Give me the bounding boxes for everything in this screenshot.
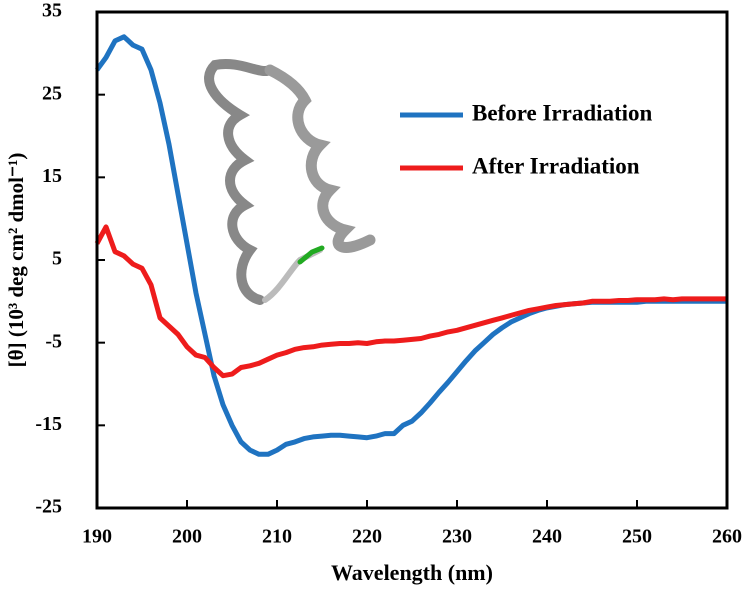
x-tick-label: 190 bbox=[82, 526, 112, 548]
helix bbox=[264, 64, 376, 253]
x-tick-label: 250 bbox=[622, 526, 652, 548]
y-tick-label: 5 bbox=[52, 248, 62, 270]
y-tick-label: -5 bbox=[45, 330, 62, 352]
x-tick-label: 200 bbox=[172, 526, 202, 548]
data-line bbox=[94, 224, 727, 379]
disulfide bbox=[297, 245, 325, 265]
y-tick-label: 35 bbox=[42, 0, 62, 22]
loop bbox=[262, 247, 323, 303]
helix bbox=[204, 58, 275, 305]
x-tick-label: 230 bbox=[442, 526, 472, 548]
plot-frame bbox=[95, 10, 729, 510]
x-tick-label: 240 bbox=[532, 526, 562, 548]
y-tick-label: -25 bbox=[35, 496, 62, 518]
protein-inset bbox=[204, 58, 376, 305]
y-axis-label: [θ] (10³ deg cm² dmol⁻¹) bbox=[4, 153, 28, 368]
y-tick-label: 25 bbox=[42, 82, 62, 104]
y-tick-label: -15 bbox=[35, 413, 62, 435]
x-axis-label: Wavelength (nm) bbox=[331, 560, 493, 585]
legend-label: After Irradiation bbox=[472, 153, 640, 178]
x-tick-label: 260 bbox=[712, 526, 742, 548]
legend-label: Before Irradiation bbox=[472, 100, 653, 125]
x-tick-label: 210 bbox=[262, 526, 292, 548]
y-tick-label: 15 bbox=[42, 165, 62, 187]
x-tick-label: 220 bbox=[352, 526, 382, 548]
